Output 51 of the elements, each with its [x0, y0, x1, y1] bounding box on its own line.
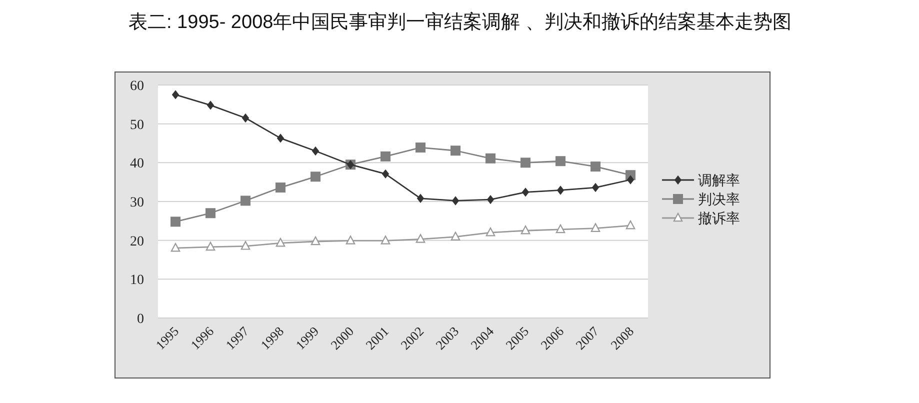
- point: [522, 188, 530, 197]
- point: [416, 194, 424, 203]
- point: [276, 134, 284, 143]
- point: [416, 142, 426, 153]
- point: [170, 216, 180, 227]
- point: [312, 146, 320, 156]
- y-tick-label: 0: [137, 312, 144, 327]
- point: [242, 113, 250, 123]
- y-tick-label: 50: [130, 118, 144, 133]
- point: [590, 162, 600, 172]
- point: [592, 182, 600, 192]
- y-tick-label: 60: [130, 79, 144, 94]
- point: [486, 227, 496, 236]
- point: [626, 175, 634, 184]
- point: [170, 242, 180, 252]
- y-tick-label: 10: [130, 273, 144, 288]
- chart-title: 表二: 1995- 2008年中国民事审判一审结案调解 、判决和撤诉的结案基本走势图: [128, 11, 792, 33]
- y-tick-label: 30: [130, 196, 144, 210]
- point: [520, 225, 530, 234]
- legend-label: 调解率: [698, 172, 740, 188]
- point: [310, 172, 320, 182]
- point: [556, 186, 564, 195]
- point: [486, 194, 494, 204]
- point: [590, 223, 600, 232]
- point: [380, 236, 390, 244]
- point: [380, 151, 390, 162]
- point: [172, 90, 180, 100]
- point: [276, 182, 286, 193]
- point: [416, 234, 426, 243]
- point: [276, 238, 286, 247]
- y-tick-label: 20: [130, 234, 144, 250]
- legend-label: 判决率: [698, 191, 740, 207]
- point: [450, 146, 460, 156]
- point: [556, 224, 566, 234]
- legend-label: 撤诉率: [698, 210, 740, 226]
- point: [206, 208, 216, 218]
- x-tick-label: 1999: [292, 324, 322, 353]
- point: [450, 232, 460, 240]
- point: [382, 169, 390, 179]
- point: [240, 241, 250, 250]
- y-tick-label: 40: [130, 156, 144, 172]
- point: [240, 196, 250, 206]
- point: [556, 156, 566, 166]
- point: [520, 158, 530, 168]
- point: [206, 242, 216, 251]
- point: [346, 236, 356, 244]
- point: [486, 153, 496, 164]
- point: [206, 100, 214, 110]
- point: [310, 236, 320, 246]
- point: [626, 220, 636, 230]
- point: [452, 196, 460, 206]
